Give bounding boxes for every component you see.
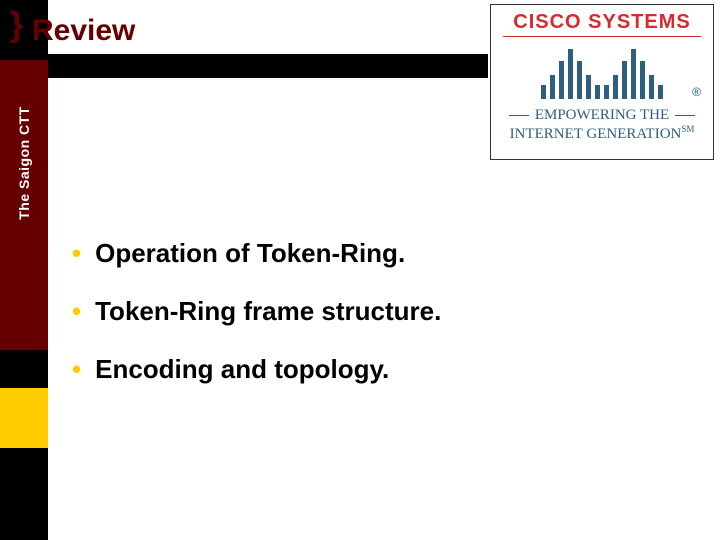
slide: The Saigon CTT } Review CISCO SYSTEMS ® …: [0, 0, 720, 540]
logo-bar: [595, 85, 600, 99]
sidebar-label: The Saigon CTT: [16, 106, 32, 220]
sidebar-segment: [0, 350, 48, 388]
sm-mark: SM: [681, 124, 694, 134]
slide-title: Review: [32, 14, 135, 48]
logo-tagline-1: EMPOWERING THE: [499, 107, 705, 124]
logo-brand-row: CISCO SYSTEMS: [499, 11, 705, 34]
content-area: • Operation of Token-Ring. • Token-Ring …: [72, 238, 632, 412]
logo-bar: [658, 85, 663, 99]
logo-bar: [604, 85, 609, 99]
logo-bar: [568, 49, 573, 99]
list-item: • Token-Ring frame structure.: [72, 296, 632, 326]
cisco-logo: CISCO SYSTEMS ® EMPOWERING THE INTERNET …: [490, 4, 714, 160]
logo-bar: [550, 75, 555, 99]
sidebar: The Saigon CTT: [0, 0, 48, 540]
bullet-marker: •: [72, 296, 81, 326]
bullet-text: Token-Ring frame structure.: [95, 296, 441, 326]
title-brace: }: [10, 6, 23, 45]
logo-underline: [503, 36, 701, 37]
bullet-marker: •: [72, 238, 81, 268]
logo-bar: [631, 49, 636, 99]
list-item: • Encoding and topology.: [72, 354, 632, 384]
logo-bar: [649, 75, 654, 99]
title-underline-bar: [48, 54, 488, 78]
logo-bars-icon: ®: [505, 43, 699, 101]
bullet-text: Operation of Token-Ring.: [95, 238, 405, 268]
logo-bar: [559, 61, 564, 99]
list-item: • Operation of Token-Ring.: [72, 238, 632, 268]
logo-bar: [541, 85, 546, 99]
logo-tagline-2-text: INTERNET GENERATION: [510, 126, 682, 142]
logo-tagline-2: INTERNET GENERATIONSM: [499, 124, 705, 143]
sidebar-segment: [0, 388, 48, 448]
bullet-marker: •: [72, 354, 81, 384]
registered-mark: ®: [692, 85, 701, 99]
logo-bar: [577, 61, 582, 99]
logo-bar: [640, 61, 645, 99]
logo-bar: [613, 75, 618, 99]
bullet-text: Encoding and topology.: [95, 354, 389, 384]
logo-brand-text: CISCO SYSTEMS: [513, 11, 690, 33]
sidebar-segment: [0, 448, 48, 540]
logo-bar: [586, 75, 591, 99]
logo-bar: [622, 61, 627, 99]
